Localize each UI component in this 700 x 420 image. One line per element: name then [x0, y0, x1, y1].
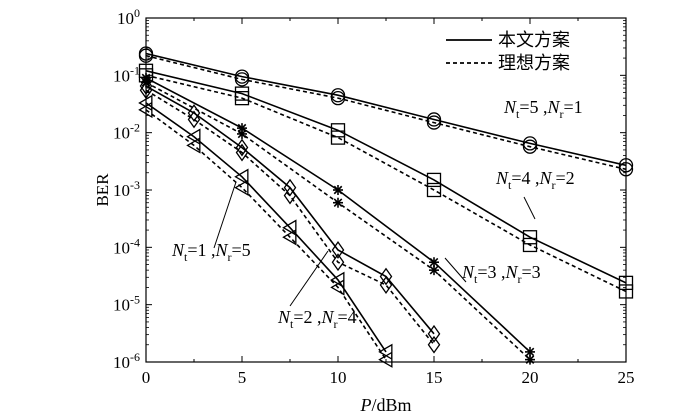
series-label-nt3-nr3: Nt=3 ,Nr=3 — [461, 262, 541, 286]
point-nt4-nr2-ideal — [522, 237, 538, 253]
point-nt1-nr5-proposed — [186, 128, 201, 145]
point-nt5-nr1-ideal — [330, 90, 346, 106]
x-tick-label: 10 — [330, 368, 347, 387]
series-line-nt5-nr1-proposed — [146, 52, 626, 167]
point-nt2-nr4-proposed — [379, 267, 393, 286]
series-label-nt2-nr4: Nt=2 ,Nr=4 — [277, 307, 357, 331]
point-nt5-nr1-ideal — [522, 139, 538, 154]
x-tick-label: 20 — [522, 368, 539, 387]
point-nt2-nr4-ideal — [235, 143, 249, 162]
point-nt2-nr4-ideal — [379, 276, 393, 294]
legend-label-2: 理想方案 — [498, 53, 570, 73]
point-nt2-nr4-ideal — [283, 186, 297, 205]
x-tick-label: 0 — [142, 368, 151, 387]
point-nt2-nr4-proposed — [235, 138, 249, 157]
point-nt1-nr5-ideal — [282, 228, 297, 246]
series-label-leader-nt2-nr4 — [289, 250, 329, 307]
point-nt2-nr4-proposed — [283, 178, 297, 197]
series-line-nt2-nr4-proposed — [146, 85, 435, 335]
point-nt4-nr2-ideal — [618, 284, 634, 299]
point-nt1-nr5-ideal — [330, 279, 345, 296]
series-label-nt4-nr2: Nt=4 ,Nr=2 — [495, 168, 575, 192]
point-nt5-nr1-ideal — [138, 48, 154, 63]
point-nt2-nr4-proposed — [331, 241, 345, 259]
legend-label-1: 本文方案 — [498, 30, 570, 50]
y-tick-label: 10-1 — [113, 63, 140, 85]
point-nt2-nr4-ideal — [331, 253, 345, 272]
point-nt5-nr1-proposed — [522, 136, 538, 151]
point-nt1-nr5-proposed — [282, 219, 297, 236]
point-nt1-nr5-ideal — [378, 351, 393, 368]
series-label-leader-nt4-nr2 — [523, 196, 536, 220]
point-nt2-nr4-proposed — [427, 324, 441, 343]
x-tick-label: 5 — [238, 368, 247, 387]
point-nt2-nr4-ideal — [139, 81, 153, 100]
y-axis-label: BER — [93, 173, 112, 207]
point-nt1-nr5-ideal — [186, 137, 201, 154]
point-nt4-nr2-ideal — [426, 182, 442, 198]
series-label-nt1-nr5: Nt=1 ,Nr=5 — [171, 240, 251, 264]
point-nt5-nr1-ideal — [234, 72, 250, 87]
point-nt3-nr3-ideal — [525, 354, 535, 365]
series-label-leader-nt1-nr5 — [213, 181, 237, 249]
point-nt2-nr4-proposed — [187, 104, 201, 122]
point-nt1-nr5-ideal — [138, 101, 153, 119]
point-nt4-nr2-proposed — [330, 123, 346, 138]
point-nt2-nr4-proposed — [139, 77, 153, 95]
y-tick-label: 10-5 — [113, 293, 140, 315]
series-line-nt1-nr5-ideal — [146, 109, 387, 361]
point-nt2-nr4-ideal — [427, 335, 441, 354]
y-tick-label: 10-2 — [113, 121, 140, 143]
point-nt4-nr2-proposed — [426, 172, 442, 188]
x-tick-label: 25 — [618, 368, 635, 387]
point-nt3-nr3-proposed — [333, 185, 343, 195]
series-line-nt4-nr2-proposed — [146, 70, 626, 284]
series-line-nt1-nr5-proposed — [146, 102, 387, 353]
point-nt1-nr5-proposed — [234, 168, 249, 186]
y-tick-label: 100 — [117, 6, 140, 28]
point-nt3-nr3-ideal — [237, 128, 247, 139]
y-tick-label: 10-3 — [113, 178, 140, 200]
point-nt3-nr3-ideal — [429, 265, 439, 276]
point-nt5-nr1-proposed — [618, 158, 634, 173]
series-line-nt5-nr1-ideal — [146, 54, 626, 171]
x-axis-label: P/dBm — [359, 395, 411, 415]
y-tick-label: 10-4 — [113, 235, 140, 257]
series-label-nt5-nr1: Nt=5 ,Nr=1 — [503, 97, 583, 121]
series-label-leader-nt3-nr3 — [444, 257, 467, 283]
point-nt5-nr1-ideal — [618, 162, 634, 177]
point-nt1-nr5-ideal — [234, 179, 249, 196]
point-nt5-nr1-proposed — [426, 112, 442, 127]
point-nt4-nr2-ideal — [234, 90, 250, 106]
point-nt4-nr2-proposed — [618, 275, 634, 291]
x-tick-label: 15 — [426, 368, 443, 387]
point-nt4-nr2-proposed — [522, 230, 538, 245]
point-nt3-nr3-ideal — [333, 197, 343, 208]
point-nt2-nr4-ideal — [187, 110, 201, 129]
point-nt5-nr1-ideal — [426, 115, 442, 130]
point-nt4-nr2-ideal — [330, 130, 346, 145]
y-tick-label: 10-6 — [113, 350, 140, 372]
